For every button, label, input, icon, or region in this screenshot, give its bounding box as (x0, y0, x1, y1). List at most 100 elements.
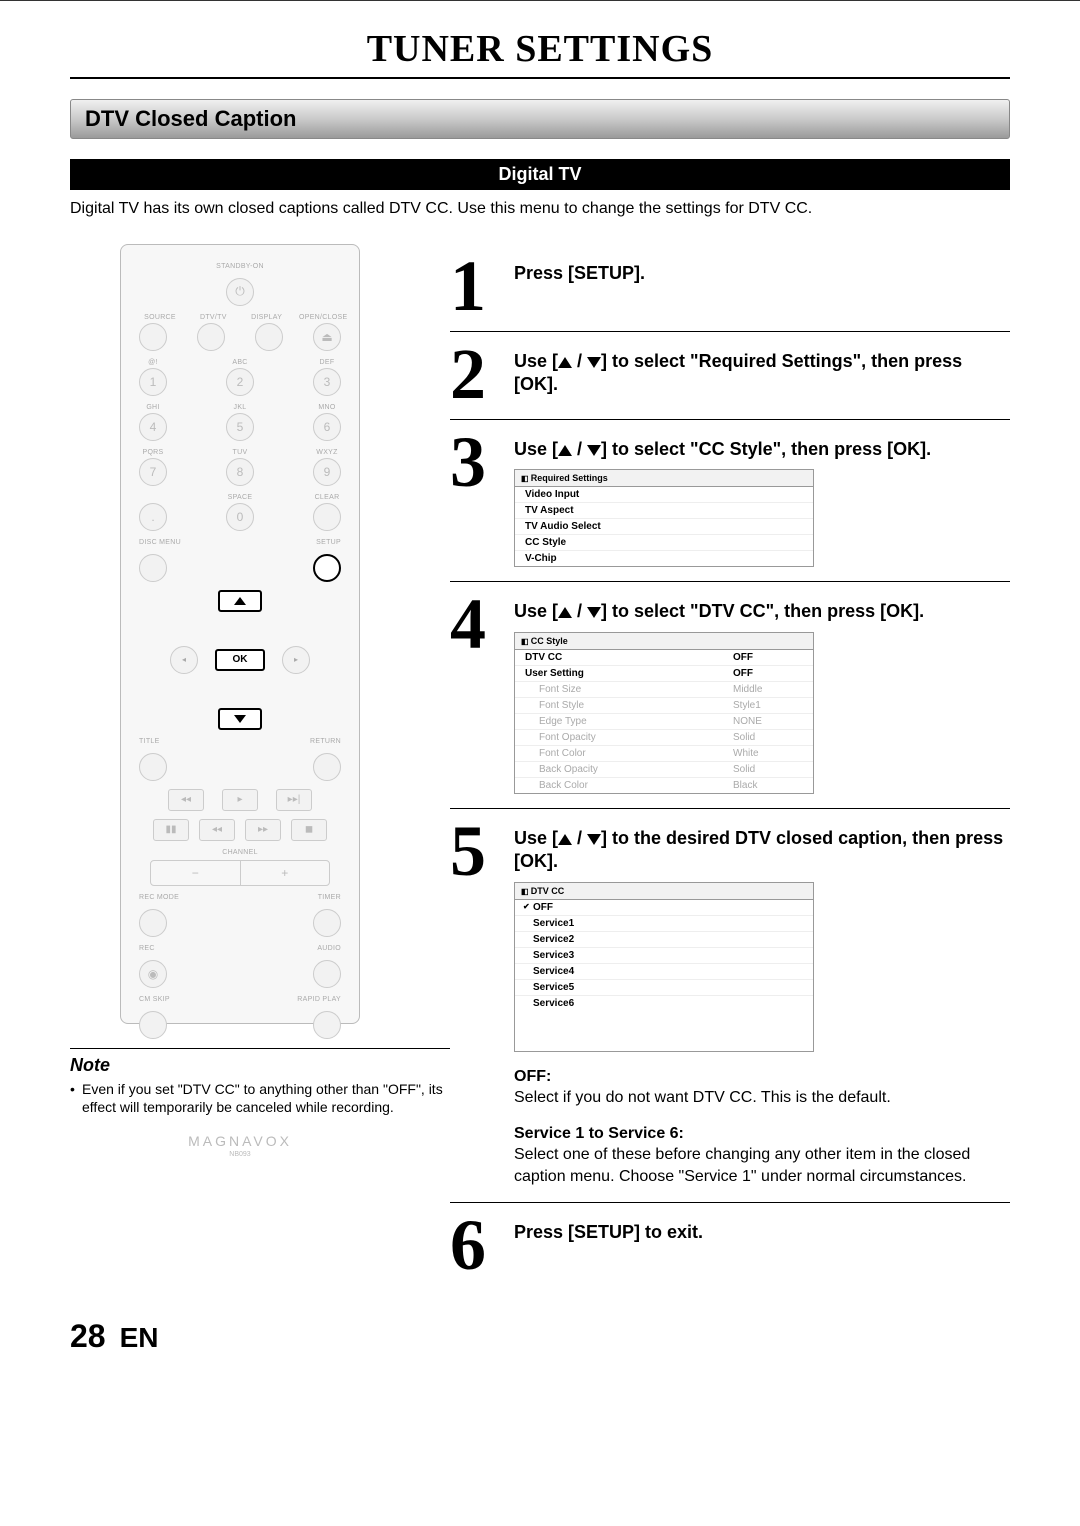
skip-back-button: ◂◂ (199, 819, 235, 841)
numpad-button (313, 503, 341, 531)
dpad-up-button (218, 590, 262, 612)
note-block: Note Even if you set "DTV CC" to anythin… (70, 1048, 450, 1118)
rapid-play-button (313, 1011, 341, 1039)
menu-title: Required Settings (515, 470, 813, 487)
return-button (313, 753, 341, 781)
menu-item: TV Aspect (515, 503, 813, 519)
step-5: 5 Use [ / ] to the desired DTV closed ca… (450, 809, 1010, 1203)
timer-button (313, 909, 341, 937)
menu-item: Font ColorWhite (515, 746, 813, 762)
down-arrow-icon (587, 357, 601, 368)
menu-item: OFF (515, 900, 813, 916)
step-number: 1 (450, 256, 514, 317)
page-title: TUNER SETTINGS (70, 27, 1010, 79)
step-text: Use [ / ] to select "CC Style", then pre… (514, 438, 1010, 461)
numpad-label: @! (139, 359, 167, 366)
intro-text: Digital TV has its own closed captions c… (70, 198, 1010, 220)
title-label: TITLE (139, 738, 160, 745)
numpad-button: . (139, 503, 167, 531)
numpad-button: 2 (226, 368, 254, 396)
down-arrow-icon (587, 607, 601, 618)
step-3: 3 Use [ / ] to select "CC Style", then p… (450, 420, 1010, 582)
menu-item: Service6 (515, 996, 813, 1011)
numpad-label: MNO (313, 404, 341, 411)
numpad-button: 8 (226, 458, 254, 486)
setup-label: SETUP (316, 539, 341, 546)
standby-label: STANDBY-ON (216, 263, 264, 270)
timer-label: TIMER (318, 894, 341, 901)
menu-title: CC Style (515, 633, 813, 650)
up-arrow-icon (558, 607, 572, 618)
menu-item: Service2 (515, 932, 813, 948)
step-2: 2 Use [ / ] to select "Required Settings… (450, 332, 1010, 420)
numpad-label: CLEAR (313, 494, 341, 501)
page-footer: 28 EN (70, 1318, 1010, 1355)
menu-item: Service4 (515, 964, 813, 980)
step-number: 2 (450, 344, 514, 405)
source-button (139, 323, 167, 351)
menu-item: User SettingOFF (515, 666, 813, 682)
audio-label: AUDIO (317, 945, 341, 952)
return-label: RETURN (310, 738, 341, 745)
menu-item: Back ColorBlack (515, 778, 813, 793)
up-arrow-icon (558, 834, 572, 845)
step-text: Press [SETUP] to exit. (514, 1221, 1010, 1244)
service-description: Service 1 to Service 6: Select one of th… (514, 1123, 1010, 1188)
dtvtv-button (197, 323, 225, 351)
play-button: ▸ (222, 789, 258, 811)
ffwd-button: ▸▸| (276, 789, 312, 811)
numpad-label: SPACE (226, 494, 254, 501)
remote-illustration: STANDBY-ON ⏻ SOURCEDTV/TVDISPLAYOPEN/CLO… (120, 244, 360, 1024)
note-title: Note (70, 1055, 450, 1076)
rapid-play-label: RAPID PLAY (297, 996, 341, 1003)
disc-menu-label: DISC MENU (139, 539, 181, 546)
remote-label: DISPLAY (246, 314, 288, 321)
numpad-button: 4 (139, 413, 167, 441)
rec-mode-button (139, 909, 167, 937)
down-arrow-icon (587, 834, 601, 845)
rec-mode-label: REC MODE (139, 894, 179, 901)
numpad-button: 3 (313, 368, 341, 396)
menu-item: Font OpacitySolid (515, 730, 813, 746)
numpad-button: 7 (139, 458, 167, 486)
ok-button: OK (215, 649, 265, 671)
step-number: 4 (450, 594, 514, 655)
up-arrow-icon (558, 357, 572, 368)
power-icon: ⏻ (226, 278, 254, 306)
step-6: 6 Press [SETUP] to exit. (450, 1203, 1010, 1290)
page-language: EN (120, 1322, 159, 1354)
step-text: Use [ / ] to select "Required Settings",… (514, 350, 1010, 397)
section-header: DTV Closed Caption (70, 99, 1010, 139)
step-text: Use [ / ] to select "DTV CC", then press… (514, 600, 1010, 623)
rec-button: ◉ (139, 960, 167, 988)
menu-item: CC Style (515, 535, 813, 551)
page-number: 28 (70, 1318, 106, 1355)
down-arrow-icon (587, 445, 601, 456)
numpad-button: 9 (313, 458, 341, 486)
openclose-button: ⏏ (313, 323, 341, 351)
model-label: NB093 (139, 1151, 341, 1158)
numpad-label: JKL (226, 404, 254, 411)
subsection-header: Digital TV (70, 159, 1010, 190)
numpad-label: DEF (313, 359, 341, 366)
numpad-button: 0 (226, 503, 254, 531)
setup-button (313, 554, 341, 582)
menu-item: Video Input (515, 487, 813, 503)
dpad-right-button: ▸ (282, 646, 310, 674)
rec-label: REC (139, 945, 155, 952)
numpad-label (139, 494, 167, 501)
step-number: 3 (450, 432, 514, 493)
numpad-label: ABC (226, 359, 254, 366)
up-arrow-icon (558, 445, 572, 456)
cm-skip-label: CM SKIP (139, 996, 170, 1003)
numpad-button: 5 (226, 413, 254, 441)
cc-style-menu: CC Style DTV CCOFFUser SettingOFFFont Si… (514, 632, 814, 794)
disc-menu-button (139, 554, 167, 582)
rew-button: ◂◂ (168, 789, 204, 811)
skip-fwd-button: ▸▸ (245, 819, 281, 841)
menu-item: Font SizeMiddle (515, 682, 813, 698)
menu-item: Edge TypeNONE (515, 714, 813, 730)
numpad-label: GHI (139, 404, 167, 411)
note-text: Even if you set "DTV CC" to anything oth… (70, 1080, 450, 1118)
cm-skip-button (139, 1011, 167, 1039)
